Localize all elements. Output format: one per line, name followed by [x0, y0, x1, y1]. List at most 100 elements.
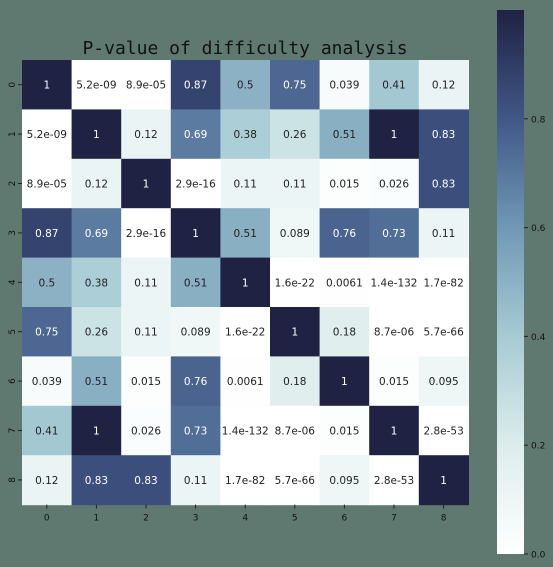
- heatmap-cell-8-7: [369, 455, 420, 506]
- cell-label-1-5: 0.26: [283, 129, 307, 141]
- cell-label-6-8: 0.095: [429, 376, 459, 388]
- heatmap-cell-0-4: [220, 60, 271, 110]
- heatmap-cell-5-6: [319, 307, 370, 357]
- cell-label-4-4: 1: [242, 277, 249, 289]
- heatmap-cells: 1 5.2e-09 8.9e-05 0.87 0.5 0.75 0.039 0.41 0.12 5…: [22, 60, 469, 506]
- x-tick-label-0: 0: [44, 514, 50, 524]
- x-axis-ticks: 0 1 2 3 4 5 6 7 8: [44, 504, 447, 524]
- cell-label-8-5: 5.7e-66: [275, 475, 316, 487]
- cell-label-0-0: 1: [43, 80, 50, 92]
- heatmap-cell-4-8: [418, 257, 469, 308]
- heatmap-cell-4-6: [319, 257, 370, 308]
- heatmap-cell-7-4: [220, 405, 271, 456]
- cell-label-5-2: 0.11: [134, 327, 157, 339]
- cell-label-0-3: 0.87: [184, 80, 207, 92]
- cell-label-8-7: 2.8e-53: [374, 475, 414, 487]
- heatmap-cell-4-0: [22, 257, 73, 308]
- cell-label-8-6: 0.095: [329, 475, 359, 487]
- heatmap-cell-6-5: [270, 356, 321, 407]
- cell-label-1-0: 5.2e-09: [27, 129, 67, 141]
- heatmap-cell-0-7: [369, 60, 420, 110]
- cell-label-8-2: 0.83: [134, 475, 157, 487]
- heatmap-cell-7-2: [121, 405, 172, 456]
- cell-label-8-4: 1.7e-82: [225, 475, 265, 487]
- y-tick-label-3: 3: [8, 230, 18, 236]
- cell-label-2-4: 0.11: [234, 179, 257, 191]
- heatmap-cell-1-1: [71, 109, 122, 160]
- heatmap-cell-2-2: [121, 158, 172, 209]
- x-tick-label-8: 8: [441, 514, 447, 524]
- heatmap-cell-3-0: [22, 208, 73, 259]
- cell-label-5-1: 0.26: [85, 327, 109, 339]
- heatmap-cell-0-2: [121, 60, 172, 110]
- heatmap-cell-1-5: [270, 109, 321, 160]
- x-tick-label-6: 6: [342, 514, 348, 524]
- cell-label-0-8: 0.12: [432, 80, 455, 92]
- heatmap-cell-1-6: [319, 109, 370, 160]
- cell-label-3-3: 1: [192, 228, 199, 240]
- cell-label-2-1: 0.12: [85, 179, 108, 191]
- heatmap-cell-8-0: [22, 455, 73, 506]
- heatmap-cell-6-8: [418, 356, 469, 407]
- cell-label-3-8: 0.11: [432, 228, 455, 240]
- cell-label-5-7: 8.7e-06: [374, 327, 415, 339]
- cell-label-4-5: 1.6e-22: [275, 277, 315, 289]
- heatmap-cell-0-1: [71, 60, 122, 110]
- heatmap-cell-7-0: [22, 405, 73, 456]
- cell-label-7-4: 1.4e-132: [222, 426, 269, 438]
- y-tick-label-5: 5: [8, 329, 18, 335]
- heatmap-cell-1-4: [220, 109, 271, 160]
- heatmap-cell-8-2: [121, 455, 172, 506]
- heatmap-cell-2-0: [22, 158, 73, 209]
- heatmap-cell-6-0: [22, 356, 73, 407]
- cell-label-2-2: 1: [143, 179, 150, 191]
- cell-label-5-4: 1.6e-22: [225, 327, 265, 339]
- heatmap-cell-8-8: [418, 455, 469, 506]
- cell-label-0-2: 8.9e-05: [126, 80, 166, 92]
- heatmap-cell-1-8: [418, 109, 469, 160]
- cell-label-3-2: 2.9e-16: [126, 228, 167, 240]
- cell-label-5-6: 0.18: [333, 327, 356, 339]
- colorbar-tick-label-0: 0.0: [531, 551, 546, 561]
- cell-label-8-1: 0.83: [85, 475, 108, 487]
- cell-label-7-5: 8.7e-06: [275, 426, 316, 438]
- colorbar-tick-label-2: 0.4: [531, 333, 546, 343]
- cell-label-6-0: 0.039: [32, 376, 62, 388]
- heatmap-cell-7-7: [369, 405, 420, 456]
- y-tick-label-2: 2: [8, 181, 18, 187]
- cell-label-2-5: 0.11: [283, 179, 306, 191]
- heatmap-cell-8-3: [170, 455, 221, 506]
- heatmap-cell-2-3: [170, 158, 221, 209]
- cell-label-1-8: 0.83: [432, 129, 455, 141]
- cell-label-0-7: 0.41: [382, 80, 405, 92]
- cell-label-3-0: 0.87: [35, 228, 58, 240]
- heatmap-cell-5-4: [220, 307, 271, 357]
- heatmap-cell-0-8: [418, 60, 469, 110]
- cell-label-2-6: 0.015: [329, 179, 359, 191]
- heatmap-cell-4-7: [369, 257, 420, 308]
- y-tick-label-1: 1: [8, 131, 18, 137]
- x-tick-label-3: 3: [193, 514, 199, 524]
- cell-label-2-3: 2.9e-16: [175, 179, 216, 191]
- x-tick-label-5: 5: [292, 514, 298, 524]
- y-tick-label-0: 0: [8, 82, 18, 88]
- x-tick-label-1: 1: [94, 514, 100, 524]
- heatmap-cell-2-1: [71, 158, 122, 209]
- cell-label-0-6: 0.039: [329, 80, 359, 92]
- cell-label-5-8: 5.7e-66: [423, 327, 464, 339]
- heatmap-cell-0-3: [170, 60, 221, 110]
- cell-label-1-7: 1: [391, 129, 398, 141]
- heatmap-cell-3-6: [319, 208, 370, 259]
- cell-label-5-3: 0.089: [181, 327, 211, 339]
- heatmap-cell-8-6: [319, 455, 370, 506]
- cell-label-2-8: 0.83: [432, 179, 455, 191]
- heatmap-cell-2-7: [369, 158, 420, 209]
- heatmap-cell-5-2: [121, 307, 172, 357]
- colorbar-tick-label-3: 0.6: [531, 224, 546, 234]
- heatmap-cell-0-5: [270, 60, 321, 110]
- heatmap-cell-5-8: [418, 307, 469, 357]
- x-tick-label-4: 4: [242, 514, 248, 524]
- cell-label-2-0: 8.9e-05: [27, 179, 67, 191]
- y-axis-ticks: 0 1 2 3 4 5 6 7 8: [8, 82, 22, 483]
- cell-label-1-6: 0.51: [333, 129, 356, 141]
